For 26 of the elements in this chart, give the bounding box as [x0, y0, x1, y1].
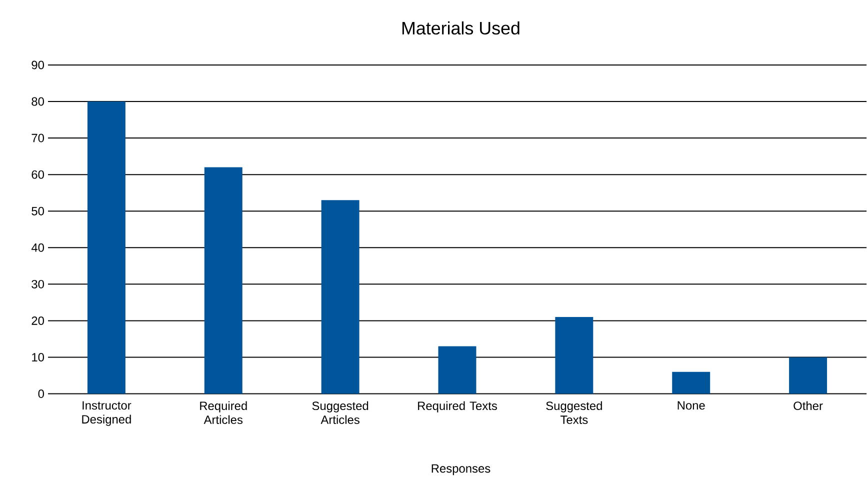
- bar: [87, 102, 126, 394]
- x-tick-label: Instructor Designed: [82, 401, 132, 426]
- chart-title: Materials Used: [402, 22, 520, 35]
- x-tick-label: Other: [794, 401, 823, 410]
- y-tick-label: 70: [32, 134, 44, 142]
- x-axis-title: Responses: [432, 464, 490, 476]
- y-tick-label: 80: [32, 97, 44, 106]
- y-tick-label: 10: [32, 353, 44, 362]
- bar: [672, 372, 710, 394]
- y-tick-label: 40: [31, 244, 44, 252]
- y-tick-label: 90: [32, 60, 44, 70]
- x-tick-label: Required Texts: [418, 401, 497, 413]
- x-tick-label: Required Articles: [200, 401, 247, 424]
- y-tick-label: 50: [32, 207, 44, 216]
- bar: [789, 357, 828, 394]
- x-tick-label: None: [678, 401, 705, 410]
- x-tick-label: Suggested Articles: [312, 401, 368, 424]
- bar: [438, 346, 476, 394]
- x-tick-label: Suggested Texts: [546, 401, 602, 424]
- y-tick-label: 20: [32, 316, 44, 326]
- y-tick-label: 60: [32, 170, 44, 179]
- y-tick-label: 0: [38, 390, 44, 398]
- bar: [321, 200, 360, 394]
- y-tick-label: 30: [32, 280, 44, 289]
- bar: [555, 317, 594, 394]
- bar: [204, 167, 242, 394]
